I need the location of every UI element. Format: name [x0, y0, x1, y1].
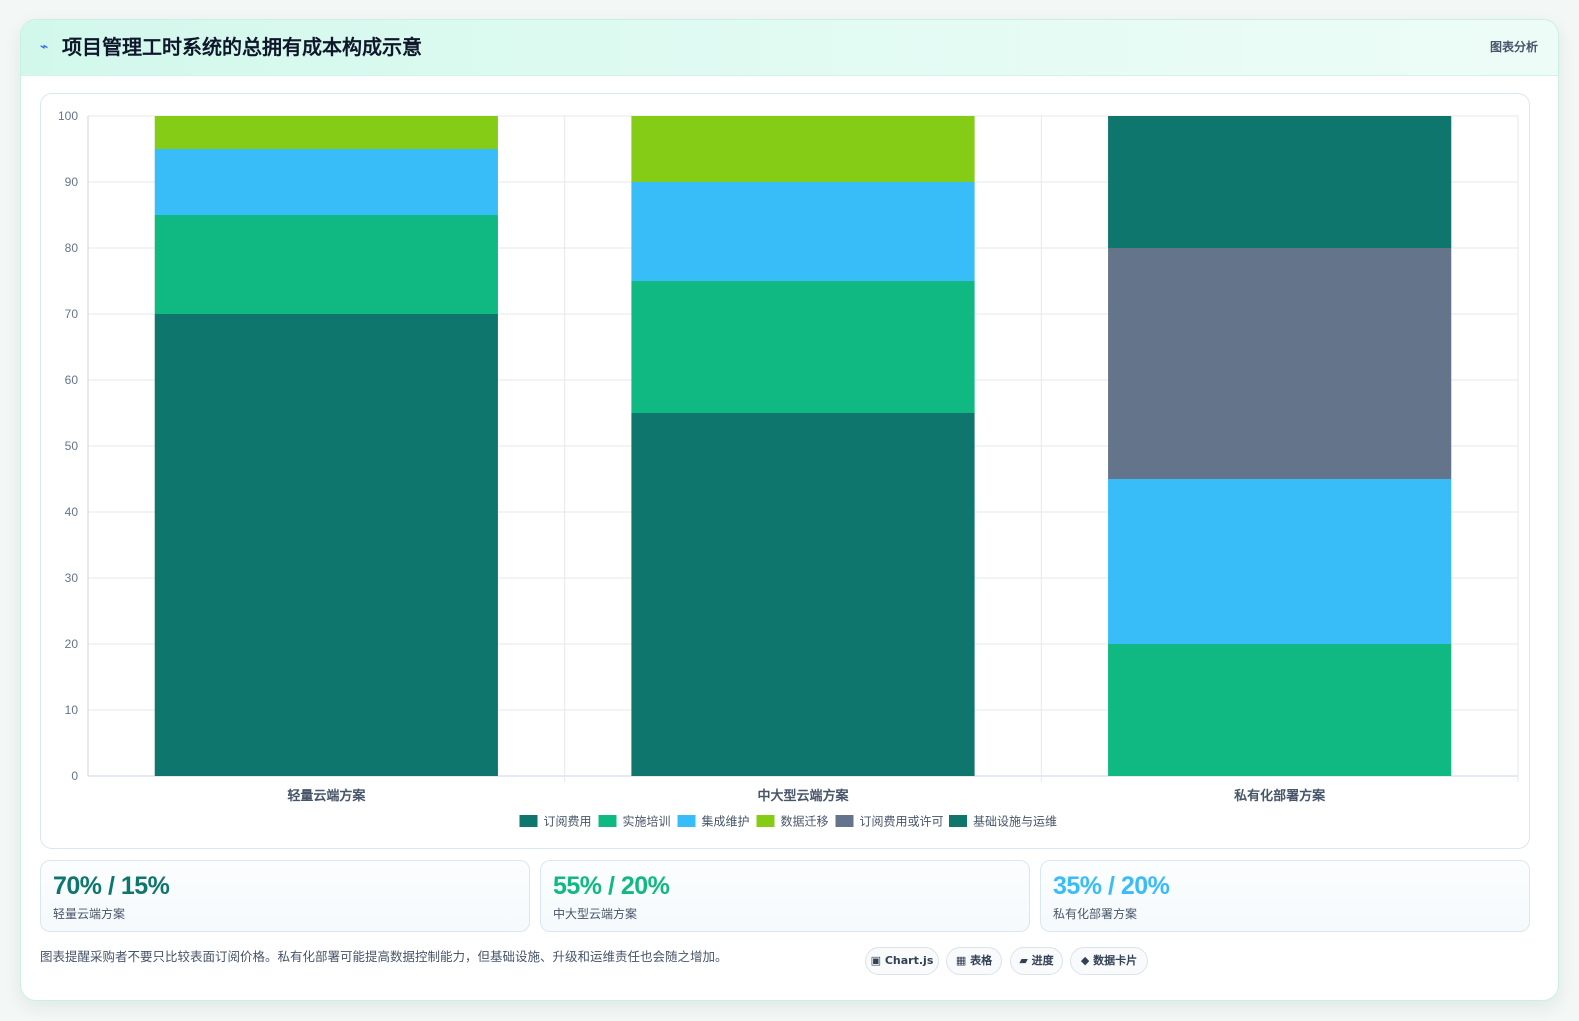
- legend-label: 基础设施与运维: [973, 815, 1057, 829]
- bar-segment: [154, 314, 498, 776]
- x-tick-label: 轻量云端方案: [287, 788, 366, 804]
- diamond-icon: ◆: [1080, 954, 1090, 967]
- legend-label: 集成维护: [702, 814, 750, 829]
- bar-segment: [1108, 248, 1452, 479]
- stat-label: 轻量云端方案: [53, 907, 126, 921]
- card-header: ⌁ 项目管理工时系统的总拥有成本构成示意 图表分析: [21, 20, 1558, 76]
- bar-segment: [1108, 644, 1452, 776]
- legend-label: 实施培训: [623, 814, 671, 829]
- bar-segment: [1108, 479, 1452, 644]
- chart-icon: ▣: [870, 954, 882, 967]
- y-tick-label: 90: [65, 175, 79, 189]
- chart-analysis-tag: 图表分析: [1489, 40, 1538, 54]
- chip-table[interactable]: ▦ 表格: [946, 947, 1002, 975]
- chart-area: 0 10 20 30 40 50 60 70 80 90 100 轻量云端方案 中大型云端方案 私有化部署…: [40, 93, 1530, 849]
- progress-icon: ▰: [1019, 954, 1028, 967]
- chip-label: 进度: [1031, 954, 1054, 967]
- lightning-icon: ⌁: [40, 39, 49, 55]
- stat-card-mid-cloud: 55% / 20% 中大型云端方案: [540, 860, 1030, 932]
- stacked-bar-chart: 0 10 20 30 40 50 60 70 80 90 100 轻量云端方案 中大型云端方案 私有化部署…: [58, 109, 1519, 829]
- chip-label: Chart.js: [884, 954, 934, 967]
- table-icon: ▦: [955, 954, 967, 967]
- bar-segment: [631, 116, 975, 182]
- stat-value: 35% / 20%: [1053, 872, 1170, 900]
- legend-swatch: [598, 815, 617, 827]
- y-tick-label: 100: [58, 109, 78, 123]
- x-tick-label: 中大型云端方案: [757, 788, 849, 804]
- legend-swatch: [835, 815, 854, 827]
- bar-segment: [154, 215, 498, 314]
- y-tick-label: 20: [65, 637, 79, 651]
- legend-swatch: [677, 815, 696, 827]
- y-tick-label: 60: [65, 373, 79, 387]
- stat-value: 55% / 20%: [553, 872, 670, 900]
- legend-swatch: [519, 815, 538, 827]
- stat-value: 70% / 15%: [53, 872, 170, 900]
- chip-progress[interactable]: ▰ 进度: [1010, 947, 1063, 975]
- chip-label: 表格: [970, 954, 993, 967]
- y-tick-label: 70: [65, 307, 79, 321]
- stat-label: 私有化部署方案: [1053, 907, 1138, 921]
- legend-label: 订阅费用或许可: [860, 815, 944, 829]
- chip-data-card[interactable]: ◆ 数据卡片: [1070, 947, 1148, 975]
- bar-segment: [154, 116, 498, 149]
- bar-segment: [1108, 116, 1452, 248]
- bar-segment: [631, 182, 975, 281]
- legend-label: 数据迁移: [781, 814, 829, 829]
- chip-chartjs[interactable]: ▣ Chart.js: [865, 947, 939, 975]
- legend-swatch: [756, 815, 775, 827]
- y-tick-label: 50: [65, 439, 79, 453]
- y-tick-label: 10: [65, 703, 79, 717]
- y-tick-label: 40: [65, 505, 79, 519]
- chart-note: 图表提醒采购者不要只比较表面订阅价格。私有化部署可能提高数据控制能力，但基础设施…: [40, 949, 728, 964]
- bar-segment: [631, 413, 975, 776]
- y-tick-label: 80: [65, 241, 79, 255]
- chip-label: 数据卡片: [1093, 954, 1138, 967]
- y-tick-label: 0: [71, 769, 78, 783]
- stat-label: 中大型云端方案: [553, 907, 638, 921]
- stat-card-private: 35% / 20% 私有化部署方案: [1040, 860, 1530, 932]
- bar-segment: [631, 281, 975, 413]
- stat-card-light-cloud: 70% / 15% 轻量云端方案: [40, 860, 530, 932]
- bar-segment: [154, 149, 498, 215]
- legend-swatch: [949, 815, 967, 827]
- chart-card: ⌁ 项目管理工时系统的总拥有成本构成示意 图表分析 0 10 20 30 40 50 60 7…: [20, 19, 1559, 1001]
- y-tick-label: 30: [65, 571, 79, 585]
- chart-title: 项目管理工时系统的总拥有成本构成示意: [62, 35, 422, 59]
- x-tick-label: 私有化部署方案: [1234, 788, 1326, 804]
- legend-label: 订阅费用: [544, 815, 592, 829]
